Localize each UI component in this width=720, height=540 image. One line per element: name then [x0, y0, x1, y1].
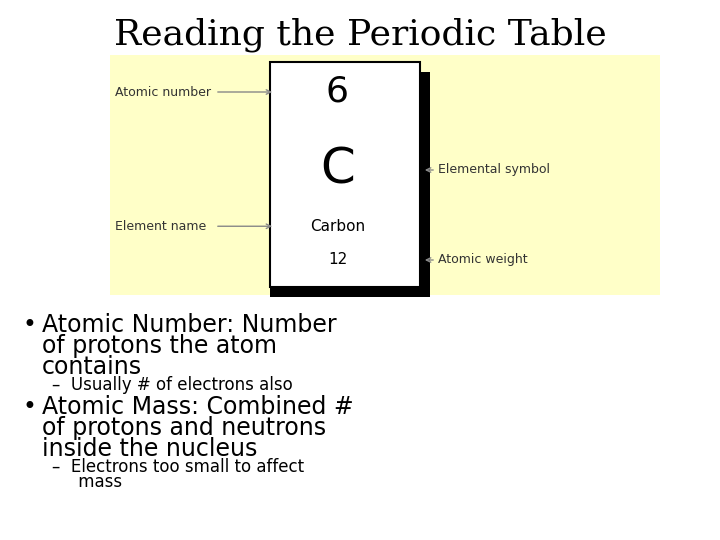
Text: inside the nucleus: inside the nucleus — [42, 437, 257, 461]
Text: Carbon: Carbon — [310, 219, 365, 234]
Bar — [270, 62, 420, 287]
Text: 6: 6 — [326, 75, 349, 109]
Text: Elemental symbol: Elemental symbol — [438, 164, 550, 177]
Text: mass: mass — [52, 473, 122, 491]
Text: C: C — [320, 146, 355, 194]
Text: Atomic number: Atomic number — [115, 85, 211, 98]
Text: Atomic Number: Number: Atomic Number: Number — [42, 313, 337, 337]
Text: Atomic Mass: Combined #: Atomic Mass: Combined # — [42, 395, 354, 419]
Bar — [270, 287, 430, 297]
Text: of protons and neutrons: of protons and neutrons — [42, 416, 326, 440]
Text: Element name: Element name — [115, 220, 206, 233]
Text: Reading the Periodic Table: Reading the Periodic Table — [114, 18, 606, 52]
Text: –  Usually # of electrons also: – Usually # of electrons also — [52, 376, 293, 394]
Text: •: • — [22, 313, 36, 337]
Text: •: • — [22, 395, 36, 419]
Text: contains: contains — [42, 355, 142, 379]
Bar — [420, 72, 430, 297]
Bar — [110, 55, 660, 295]
Text: of protons the atom: of protons the atom — [42, 334, 277, 358]
Text: Atomic weight: Atomic weight — [438, 253, 528, 267]
Text: –  Electrons too small to affect: – Electrons too small to affect — [52, 458, 304, 476]
Text: 12: 12 — [328, 253, 347, 267]
